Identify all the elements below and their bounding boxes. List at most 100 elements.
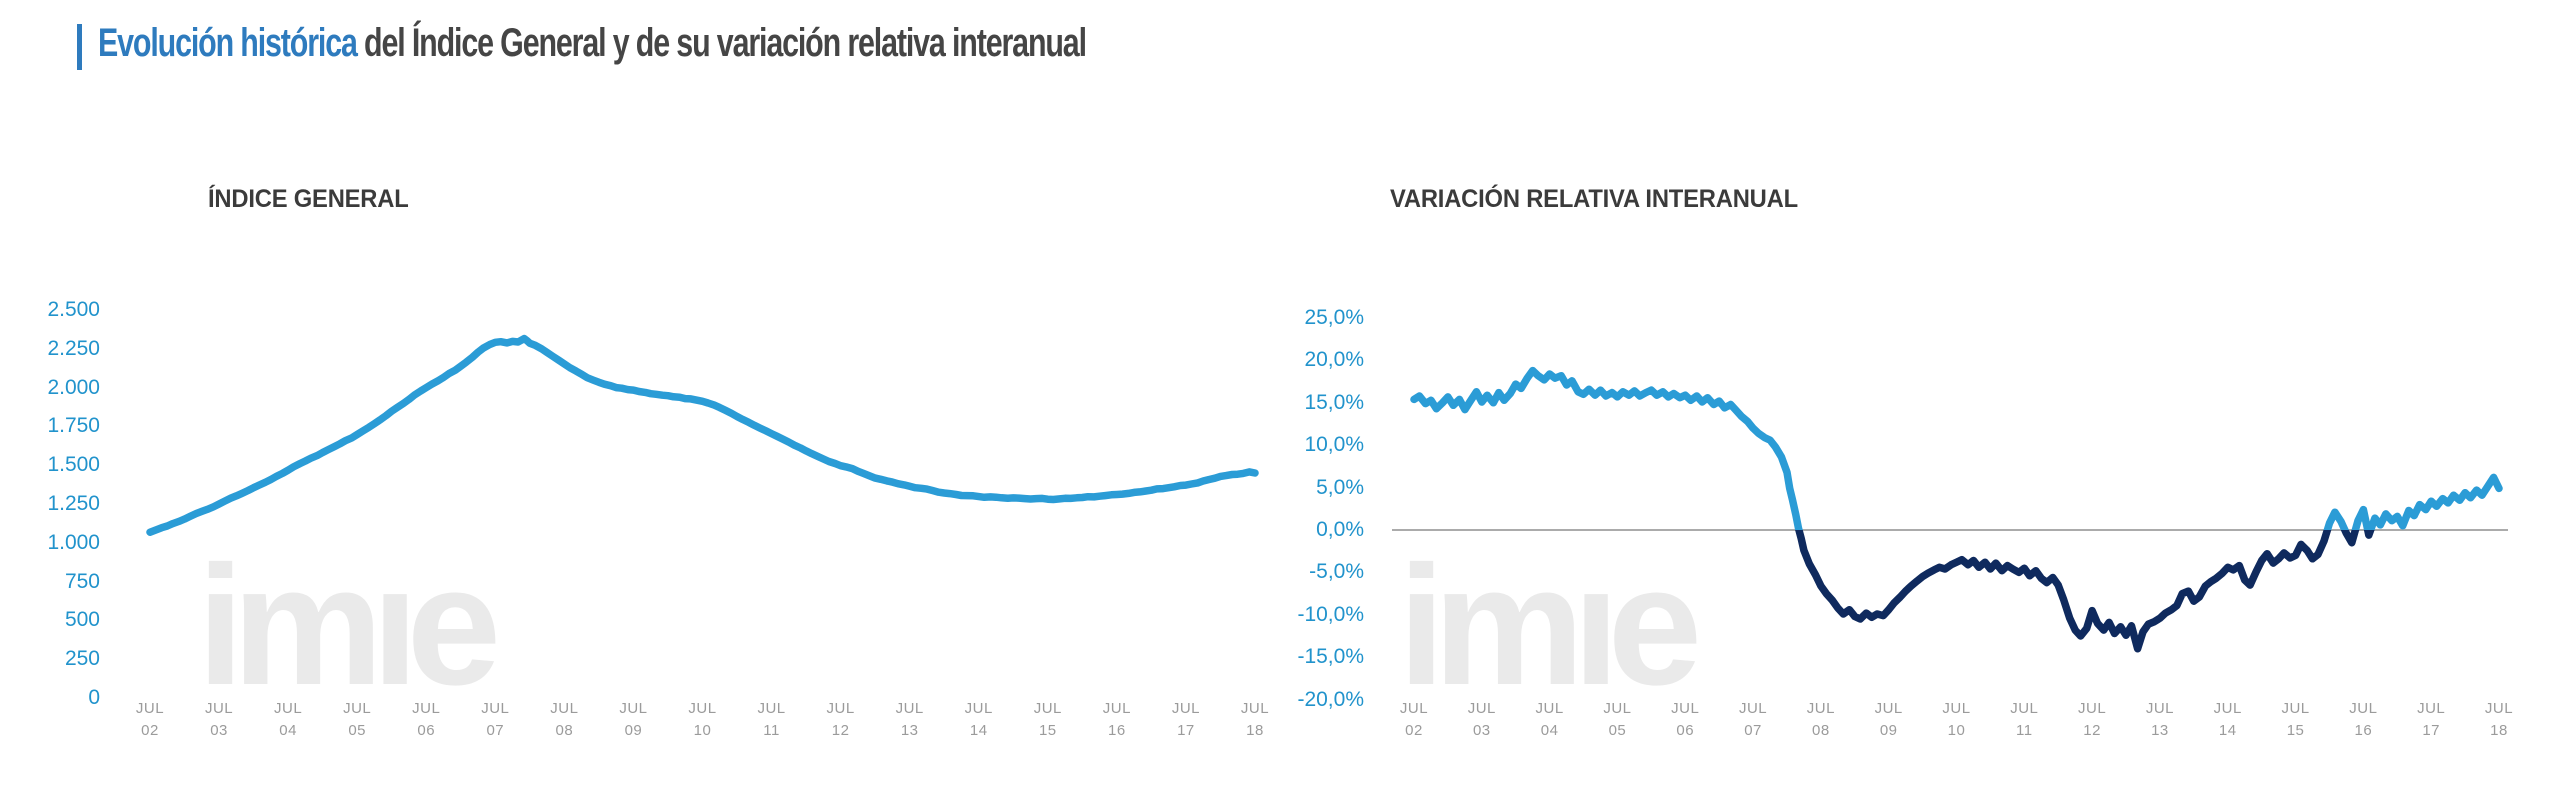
x-axis-label-month: JUL <box>343 700 372 717</box>
x-axis-label-year: 03 <box>210 722 228 739</box>
indice-general-y-axis-label: 1.250 <box>47 492 100 515</box>
x-axis-label-year: 15 <box>2286 722 2305 739</box>
variacion-interanual-x-axis-tick: JUL 11 <box>1984 701 2064 739</box>
x-axis-label-month: JUL <box>1535 700 1564 717</box>
indice-general-y-axis-label: 250 <box>64 647 100 671</box>
x-axis-label-month: JUL <box>1603 700 1632 717</box>
indice-general-y-axis-label: 2.500 <box>47 298 100 321</box>
x-axis-label-year: 08 <box>1812 722 1830 739</box>
x-axis-label-year: 11 <box>2016 722 2033 739</box>
variacion-interanual-x-axis-tick: JUL 03 <box>1442 701 1522 739</box>
imie-watermark-left: imıe <box>197 531 501 721</box>
variacion-interanual-x-axis-tick: JUL 06 <box>1645 701 1725 739</box>
x-axis-label-month: JUL <box>2145 700 2175 717</box>
x-axis-label-month: JUL <box>2213 700 2242 717</box>
indice-general-x-axis-tick: JUL 02 <box>110 701 190 739</box>
x-axis-label-year: 14 <box>969 722 988 739</box>
x-axis-label-year: 08 <box>555 722 574 739</box>
x-axis-label-month: JUL <box>204 700 234 717</box>
x-axis-label-month: JUL <box>550 700 579 717</box>
x-axis-label-month: JUL <box>688 700 717 717</box>
indice-general-x-axis-tick: JUL 07 <box>455 701 535 739</box>
indice-general-x-axis-tick: JUL 08 <box>524 701 604 739</box>
x-axis-label-month: JUL <box>1171 700 1201 717</box>
variacion-interanual-line-negative <box>1795 530 2375 653</box>
x-axis-label-year: 10 <box>693 722 712 739</box>
x-axis-label-month: JUL <box>1942 700 1971 717</box>
x-axis-label-year: 03 <box>1472 722 1491 739</box>
x-axis-label-year: 04 <box>1540 722 1559 739</box>
variacion-interanual-x-axis-tick: JUL 13 <box>2120 701 2200 739</box>
variacion-interanual-x-axis-tick: JUL 17 <box>2391 701 2471 739</box>
x-axis-label-month: JUL <box>2010 700 2039 717</box>
x-axis-label-year: 02 <box>1405 722 1423 739</box>
indice-general-y-axis-label: 0 <box>88 686 100 709</box>
variacion-interanual-x-axis-tick: JUL 15 <box>2256 701 2336 739</box>
x-axis-label-month: JUL <box>1738 700 1768 717</box>
indice-general-y-axis-label: 500 <box>64 608 100 632</box>
indice-general-x-axis-tick: JUL 04 <box>248 701 328 739</box>
x-axis-label-month: JUL <box>964 700 993 717</box>
x-axis-label-month: JUL <box>135 700 165 717</box>
x-axis-label-year: 12 <box>831 722 850 739</box>
indice-general-x-axis-tick: JUL 11 <box>732 701 812 739</box>
x-axis-label-month: JUL <box>2484 700 2514 717</box>
variacion-interanual-x-axis-tick: JUL 07 <box>1713 701 1793 739</box>
x-axis-label-month: JUL <box>1033 700 1062 717</box>
indice-general-x-axis-tick: JUL 14 <box>939 701 1019 739</box>
indice-general-y-axis-label: 750 <box>64 569 100 593</box>
chart-title-variacion-interanual: VARIACIÓN RELATIVA INTERANUAL <box>1390 185 1798 213</box>
x-axis-label-month: JUL <box>619 700 648 717</box>
variacion-interanual-x-axis-tick: JUL 16 <box>2323 701 2403 739</box>
title-accent-bar <box>77 24 82 70</box>
indice-general-x-axis-tick: JUL 16 <box>1077 701 1157 739</box>
variacion-interanual-y-axis-label: 0,0% <box>1316 518 1364 541</box>
indice-general-x-axis-tick: JUL 17 <box>1146 701 1226 739</box>
variacion-interanual-y-axis-label: -20,0% <box>1297 687 1364 711</box>
indice-general-x-axis-tick: JUL 05 <box>317 701 397 739</box>
x-axis-label-year: 07 <box>486 722 505 739</box>
indice-general-x-axis-tick: JUL 10 <box>663 701 743 739</box>
x-axis-label-year: 09 <box>624 722 643 739</box>
x-axis-label-year: 05 <box>1608 722 1627 739</box>
x-axis-label-year: 13 <box>2151 722 2169 739</box>
variacion-interanual-y-axis-label: -5,0% <box>1309 560 1364 584</box>
indice-general-x-axis-tick: JUL 18 <box>1215 701 1295 739</box>
indice-general-x-axis-tick: JUL 15 <box>1008 701 1088 739</box>
page-title: Evolución histórica del Índice General y… <box>98 21 1087 66</box>
page-title-highlight: Evolución histórica <box>98 21 358 65</box>
x-axis-label-month: JUL <box>757 700 786 717</box>
variacion-interanual-y-axis-label: -15,0% <box>1297 645 1364 669</box>
x-axis-label-month: JUL <box>895 700 924 717</box>
x-axis-label-month: JUL <box>1102 700 1131 717</box>
x-axis-label-year: 18 <box>1246 722 1264 739</box>
indice-general-line <box>146 334 1259 536</box>
imie-watermark-right: imıe <box>1398 531 1702 721</box>
indice-general-x-axis-tick: JUL 09 <box>593 701 673 739</box>
indice-general-x-axis-tick: JUL 12 <box>801 701 881 739</box>
x-axis-label-month: JUL <box>2349 700 2378 717</box>
x-axis-label-year: 04 <box>279 722 297 739</box>
variacion-interanual-y-axis-label: 15,0% <box>1304 390 1364 414</box>
variacion-interanual-x-axis-tick: JUL 04 <box>1510 701 1590 739</box>
x-axis-label-year: 05 <box>348 722 367 739</box>
x-axis-label-month: JUL <box>2078 700 2107 717</box>
x-axis-label-month: JUL <box>1671 700 1700 717</box>
variacion-interanual-x-axis-tick: JUL 12 <box>2052 701 2132 739</box>
indice-general-x-axis-tick: JUL 06 <box>386 701 466 739</box>
variacion-interanual-x-axis-tick: JUL 18 <box>2459 701 2539 739</box>
variacion-interanual-y-axis-label: 10,0% <box>1304 433 1364 457</box>
x-axis-label-year: 16 <box>1108 722 1126 739</box>
x-axis-label-year: 11 <box>763 722 780 739</box>
variacion-interanual-x-axis-tick: JUL 08 <box>1781 701 1861 739</box>
variacion-interanual-y-axis-label: 20,0% <box>1304 348 1364 372</box>
x-axis-label-month: JUL <box>1399 700 1429 717</box>
variacion-interanual-x-axis-tick: JUL 14 <box>2188 701 2268 739</box>
x-axis-label-year: 14 <box>2218 722 2237 739</box>
x-axis-label-year: 12 <box>2083 722 2101 739</box>
chart-title-indice-general: ÍNDICE GENERAL <box>208 185 409 213</box>
x-axis-label-month: JUL <box>1806 700 1835 717</box>
x-axis-label-month: JUL <box>412 700 441 717</box>
